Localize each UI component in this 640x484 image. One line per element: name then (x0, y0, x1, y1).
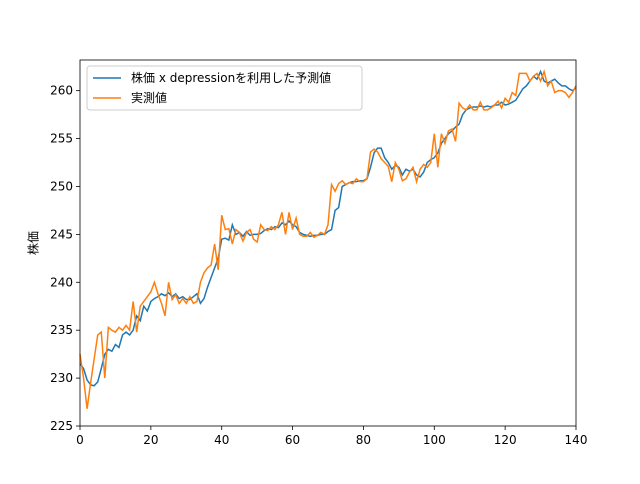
y-tick-label: 255 (50, 132, 73, 146)
x-tick-label: 100 (423, 433, 446, 447)
legend-box (86, 65, 363, 111)
x-tick-label: 20 (143, 433, 158, 447)
legend-label: 株価 x depressionを利用した予測値 (131, 70, 331, 85)
data-line (79, 68, 577, 409)
x-tick-label: 40 (214, 433, 229, 447)
y-tick-label: 225 (50, 419, 73, 433)
plot-frame (79, 59, 577, 427)
x-tick-label: 120 (494, 433, 517, 447)
legend-label: 実測値 (131, 90, 167, 105)
y-tick-label: 235 (50, 323, 73, 337)
y-axis-label: 株価 (26, 231, 41, 255)
x-tick-label: 60 (285, 433, 300, 447)
x-tick-label: 140 (565, 433, 588, 447)
y-tick-label: 240 (50, 275, 73, 289)
x-tick-label: 80 (356, 433, 371, 447)
y-tick-label: 260 (50, 84, 73, 98)
y-tick-label: 245 (50, 227, 73, 241)
y-tick-label: 250 (50, 179, 73, 193)
x-tick-label: 0 (76, 433, 84, 447)
y-tick-label: 230 (50, 371, 73, 385)
